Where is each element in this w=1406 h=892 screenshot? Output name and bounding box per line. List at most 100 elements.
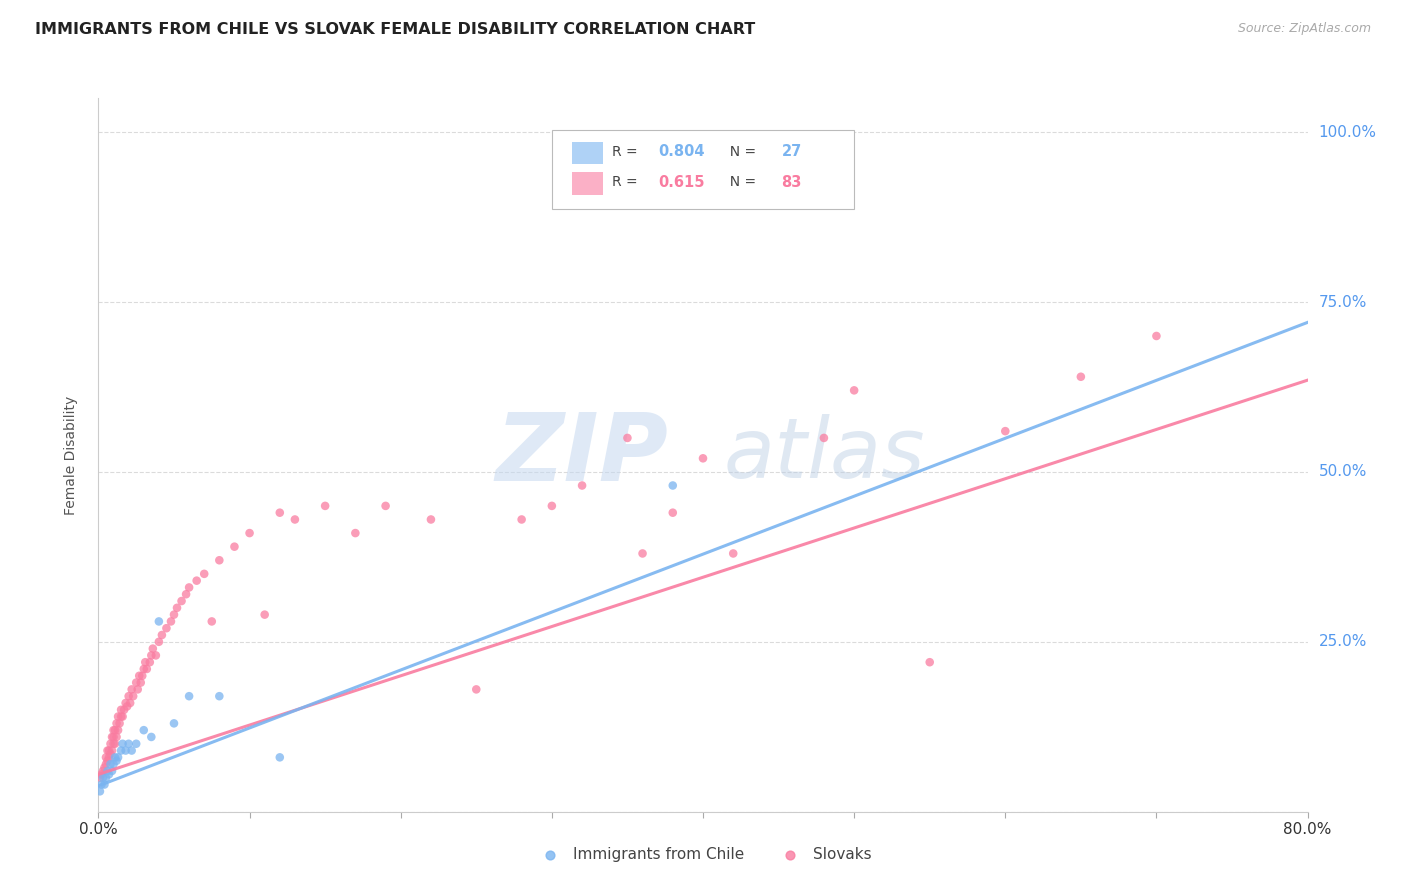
Point — [661, 506, 683, 520]
Point — [114, 696, 136, 710]
Text: 0.615: 0.615 — [658, 175, 704, 190]
FancyBboxPatch shape — [572, 172, 603, 195]
Point — [121, 682, 143, 697]
Point — [89, 771, 111, 785]
Point — [100, 737, 122, 751]
Text: R =: R = — [613, 145, 643, 159]
Point — [111, 737, 134, 751]
Point — [125, 737, 148, 751]
Point — [465, 682, 488, 697]
Point — [104, 723, 127, 738]
Point — [284, 512, 307, 526]
Point — [104, 737, 127, 751]
Point — [125, 675, 148, 690]
Point — [98, 743, 121, 757]
Point — [166, 600, 188, 615]
Point — [103, 723, 125, 738]
Text: N =: N = — [721, 145, 761, 159]
Point — [96, 743, 118, 757]
Point — [163, 607, 186, 622]
Point — [141, 648, 163, 663]
Point — [224, 540, 246, 554]
Point — [122, 689, 145, 703]
Point — [111, 709, 134, 723]
Text: IMMIGRANTS FROM CHILE VS SLOVAK FEMALE DISABILITY CORRELATION CHART: IMMIGRANTS FROM CHILE VS SLOVAK FEMALE D… — [35, 22, 755, 37]
Text: 27: 27 — [782, 145, 801, 159]
Point — [208, 689, 231, 703]
Point — [692, 451, 714, 466]
Point — [813, 431, 835, 445]
Point — [174, 587, 197, 601]
Point — [107, 723, 129, 738]
Point — [160, 615, 183, 629]
Point — [100, 757, 122, 772]
Point — [177, 581, 201, 595]
Point — [661, 478, 683, 492]
Point — [208, 553, 231, 567]
Point — [1144, 329, 1167, 343]
Point — [616, 431, 638, 445]
Point — [269, 750, 291, 764]
Point — [170, 594, 193, 608]
Point — [1070, 369, 1092, 384]
Point — [104, 750, 127, 764]
Point — [571, 478, 593, 492]
Point — [141, 730, 163, 744]
Point — [108, 716, 131, 731]
Point — [128, 669, 150, 683]
Point — [89, 784, 111, 798]
Legend: Immigrants from Chile, Slovaks: Immigrants from Chile, Slovaks — [529, 841, 877, 868]
Text: 75.0%: 75.0% — [1319, 294, 1367, 310]
Point — [150, 628, 173, 642]
Point — [374, 499, 396, 513]
Point — [844, 384, 866, 398]
Point — [994, 424, 1017, 438]
Point — [94, 771, 117, 785]
Point — [631, 546, 654, 560]
Point — [93, 760, 115, 774]
Point — [91, 764, 114, 778]
Point — [98, 767, 121, 781]
Point — [112, 703, 135, 717]
Text: 100.0%: 100.0% — [1319, 125, 1376, 140]
Point — [132, 662, 155, 676]
Point — [90, 778, 112, 792]
Point — [134, 655, 156, 669]
Point — [177, 689, 201, 703]
Point — [96, 764, 118, 778]
Point — [120, 696, 142, 710]
Point — [148, 615, 170, 629]
Point — [98, 750, 121, 764]
Text: 25.0%: 25.0% — [1319, 634, 1367, 649]
Point — [419, 512, 441, 526]
Point — [121, 743, 143, 757]
Point — [918, 655, 941, 669]
Point — [142, 641, 165, 656]
Point — [101, 764, 124, 778]
Point — [114, 743, 136, 757]
Point — [253, 607, 276, 622]
Point — [96, 754, 118, 768]
Point — [127, 682, 149, 697]
Point — [91, 771, 114, 785]
Point — [131, 669, 153, 683]
Point — [139, 655, 162, 669]
Y-axis label: Female Disability: Female Disability — [63, 395, 77, 515]
Point — [94, 757, 117, 772]
Point — [103, 757, 125, 772]
Point — [105, 730, 128, 744]
Point — [94, 750, 117, 764]
Text: 0.804: 0.804 — [658, 145, 704, 159]
Point — [101, 743, 124, 757]
Point — [100, 747, 122, 761]
Point — [107, 750, 129, 764]
Point — [90, 767, 112, 781]
Point — [103, 730, 125, 744]
Point — [186, 574, 208, 588]
Point — [510, 512, 533, 526]
Point — [132, 723, 155, 738]
Text: 83: 83 — [782, 175, 801, 190]
Point — [239, 526, 262, 541]
Point — [163, 716, 186, 731]
Point — [93, 778, 115, 792]
